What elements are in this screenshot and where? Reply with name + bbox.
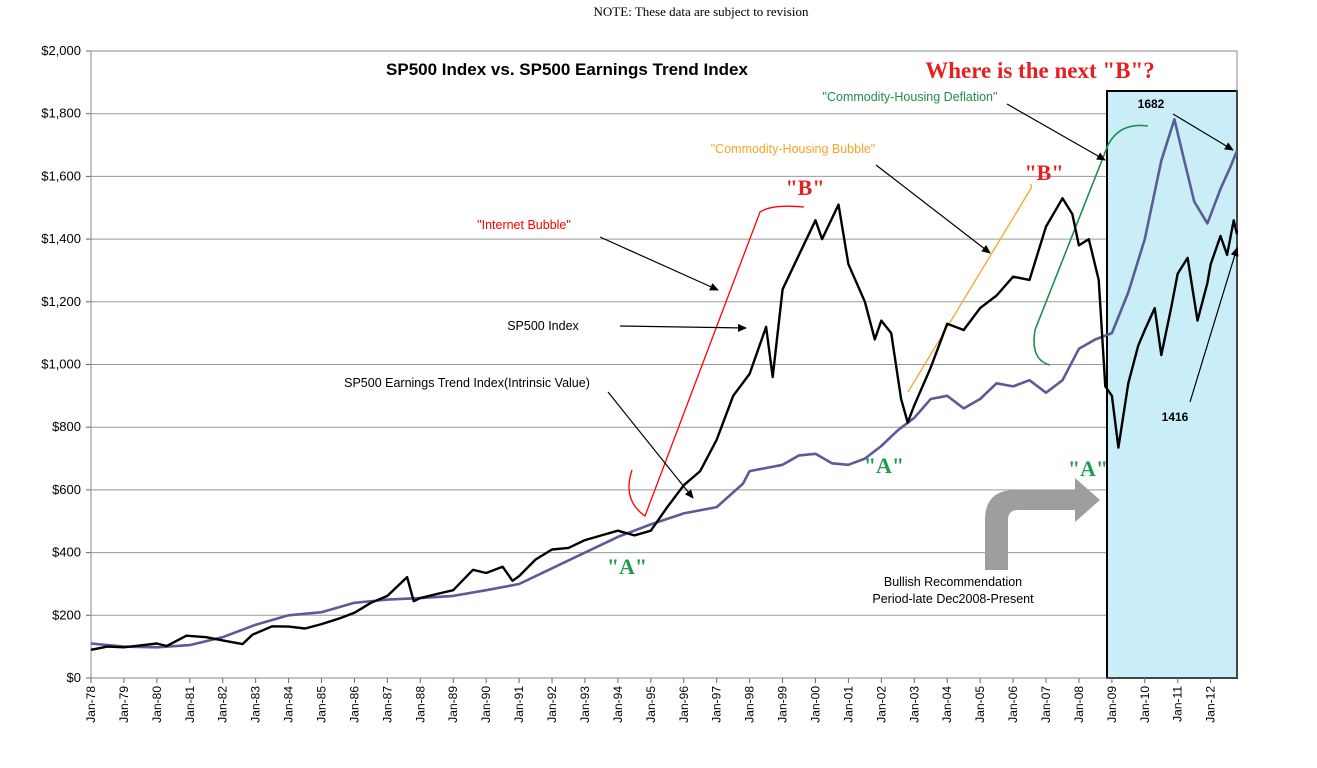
x-tick-label: Jan-93 <box>578 686 592 723</box>
sp500-index-label: SP500 Index <box>507 319 579 333</box>
x-tick-label: Jan-12 <box>1204 686 1218 723</box>
x-tick-label: Jan-03 <box>907 686 921 723</box>
internet-bubble-curve <box>628 205 805 518</box>
y-tick-label: $0 <box>67 670 81 685</box>
x-tick-label: Jan-86 <box>347 686 361 723</box>
internet-bubble-label: "Internet Bubble" <box>477 218 571 232</box>
x-tick-label: Jan-81 <box>183 686 197 723</box>
grid <box>91 50 1237 679</box>
x-tick-label: Jan-95 <box>644 686 658 723</box>
x-tick-label: Jan-11 <box>1171 686 1185 722</box>
sp500-index-arrow <box>619 323 747 332</box>
x-tick-label: Jan-90 <box>479 686 493 723</box>
earnings-trend-arrow <box>607 391 694 499</box>
x-tick-label: Jan-08 <box>1072 686 1086 723</box>
b-label-2000: "B" <box>785 175 824 200</box>
series-layer <box>90 118 1239 651</box>
where-next-b-annotation: Where is the next "B"? <box>925 58 1155 83</box>
a-label-1994: "A" <box>607 554 647 579</box>
bullish-arrow-icon <box>985 478 1100 570</box>
value-1416-label: 1416 <box>1162 410 1189 424</box>
x-tick-label: Jan-96 <box>677 686 691 723</box>
bullish-recommendation-line1: Bullish Recommendation <box>884 575 1022 589</box>
y-tick-label: $1,000 <box>41 357 81 372</box>
y-tick-label: $800 <box>52 419 81 434</box>
x-axis: Jan-78 Jan-79 Jan-80 Jan-81 Jan-82 Jan-83 Jan-… <box>84 678 1218 723</box>
y-tick-label: $1,600 <box>41 168 81 183</box>
x-tick-label: Jan-07 <box>1039 686 1053 723</box>
y-axis: $0 $200 $400 $600 $800 $1,000 $1,200 $1,400 $1,6… <box>41 43 91 685</box>
x-tick-label: Jan-80 <box>150 686 164 723</box>
x-tick-label: Jan-89 <box>446 686 460 723</box>
x-tick-label: Jan-00 <box>808 686 822 723</box>
x-tick-label: Jan-04 <box>940 686 954 723</box>
commodity-bubble-curve <box>907 183 1033 393</box>
a-label-2002: "A" <box>864 453 904 478</box>
commodity-bubble-arrow <box>875 164 991 254</box>
x-tick-label: Jan-91 <box>512 686 526 723</box>
x-tick-label: Jan-97 <box>710 686 724 723</box>
x-tick-label: Jan-88 <box>413 686 427 723</box>
bullish-recommendation-line2: Period-late Dec2008-Present <box>872 592 1034 606</box>
y-tick-label: $1,800 <box>41 106 81 121</box>
x-tick-label: Jan-05 <box>973 686 987 723</box>
y-tick-label: $600 <box>52 482 81 497</box>
y-tick-label: $2,000 <box>41 43 81 58</box>
x-tick-label: Jan-98 <box>743 686 757 723</box>
plot-area-border <box>90 50 1238 679</box>
y-tick-label: $400 <box>52 545 81 560</box>
bullish-period-highlight <box>1106 90 1238 679</box>
commodity-bubble-label: "Commodity-Housing Bubble" <box>711 142 876 156</box>
value-1682-label: 1682 <box>1138 97 1165 111</box>
x-tick-label: Jan-82 <box>216 686 230 723</box>
earnings-trend-series-line <box>90 118 1239 649</box>
value-1416-arrow <box>1189 247 1239 403</box>
commodity-deflation-arrow <box>1006 103 1106 161</box>
b-label-2007: "B" <box>1024 160 1063 185</box>
earnings-trend-label: SP500 Earnings Trend Index(Intrinsic Val… <box>344 376 590 390</box>
x-tick-label: Jan-92 <box>545 686 559 723</box>
x-tick-label: Jan-79 <box>117 686 131 723</box>
commodity-deflation-curve <box>1033 124 1149 366</box>
chart-title: SP500 Index vs. SP500 Earnings Trend Ind… <box>386 60 748 79</box>
a-label-2009: "A" <box>1068 456 1108 481</box>
x-tick-label: Jan-02 <box>874 686 888 723</box>
x-tick-label: Jan-01 <box>841 686 855 723</box>
internet-bubble-arrow <box>599 236 719 291</box>
y-tick-label: $1,200 <box>41 294 81 309</box>
x-tick-label: Jan-87 <box>380 686 394 723</box>
x-tick-label: Jan-10 <box>1138 686 1152 723</box>
x-tick-label: Jan-84 <box>282 686 296 723</box>
x-tick-label: Jan-94 <box>611 686 625 723</box>
y-tick-label: $200 <box>52 607 81 622</box>
y-tick-label: $1,400 <box>41 231 81 246</box>
commodity-deflation-label: "Commodity-Housing Deflation" <box>823 90 998 104</box>
x-tick-label: Jan-99 <box>776 686 790 723</box>
x-tick-label: Jan-85 <box>315 686 329 723</box>
x-tick-label: Jan-09 <box>1105 686 1119 723</box>
sp500-index-series-line <box>90 197 1239 651</box>
x-tick-label: Jan-83 <box>249 686 263 723</box>
header-note: NOTE: These data are subject to revision <box>594 4 809 19</box>
x-tick-label: Jan-78 <box>84 686 98 723</box>
value-1682-arrow <box>1172 113 1234 151</box>
x-tick-label: Jan-06 <box>1006 686 1020 723</box>
